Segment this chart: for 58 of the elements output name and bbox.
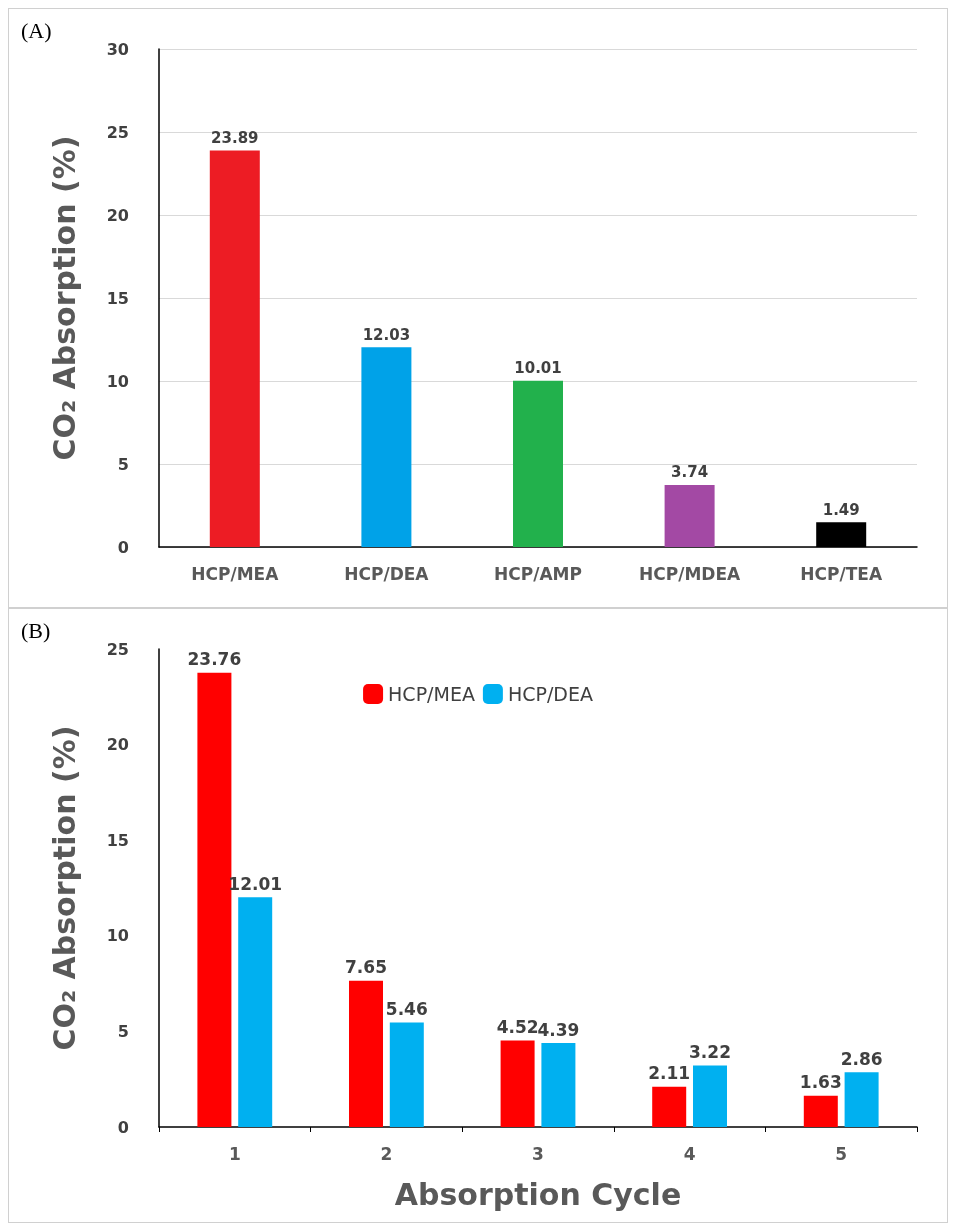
y-tick-label: 30 [106, 39, 129, 59]
text: (B) [21, 617, 51, 643]
data-label: 2.86 [840, 1048, 883, 1069]
x-tick-label: HCP/MDEA [639, 563, 742, 584]
y-axis-title: CO₂ Absorption (%) [46, 135, 82, 461]
text: (A) [21, 17, 52, 43]
y-tick-label: 20 [106, 205, 129, 225]
y-tick-label: 10 [106, 926, 129, 946]
bar [541, 1043, 576, 1127]
data-label: 1.63 [799, 1072, 842, 1093]
bar [693, 1065, 727, 1127]
y-tick-label: 25 [106, 122, 129, 142]
data-label: 2.11 [648, 1063, 691, 1084]
x-tick-label: 1 [228, 1143, 241, 1164]
data-label: 12.03 [362, 325, 411, 344]
x-tick-label: HCP/TEA [800, 563, 883, 584]
bar [652, 1086, 687, 1127]
data-label: 3.74 [671, 463, 709, 482]
y-tick-label: 5 [117, 454, 129, 474]
bar [209, 150, 260, 547]
bar [803, 1095, 838, 1127]
data-label: 10.01 [514, 359, 562, 378]
legend-label: HCP/MEA [388, 683, 475, 705]
bar [844, 1072, 879, 1127]
bar [500, 1040, 535, 1127]
y-tick-label: 10 [106, 371, 129, 391]
x-tick-label: 4 [683, 1143, 696, 1164]
x-tick-label: HCP/AMP [494, 563, 582, 584]
data-label: 5.46 [385, 999, 428, 1020]
x-tick-label: 2 [380, 1143, 393, 1164]
x-axis-title: Absorption Cycle [394, 1176, 682, 1212]
y-tick-label: 0 [117, 537, 129, 557]
y-tick-label: 5 [117, 1021, 129, 1041]
data-label: 23.89 [211, 128, 259, 147]
y-tick-label: 20 [106, 735, 129, 755]
x-tick-label: 3 [532, 1143, 544, 1164]
y-tick-label: 15 [106, 288, 129, 308]
y-axis-title: CO₂ Absorption (%) [46, 725, 82, 1051]
bar [238, 897, 273, 1127]
x-tick-label: HCP/DEA [344, 563, 430, 584]
y-tick-label: 25 [106, 639, 129, 659]
data-label: 3.22 [689, 1041, 731, 1062]
data-label: 1.49 [822, 500, 860, 519]
data-label: 4.52 [496, 1017, 539, 1038]
x-tick-label: 5 [835, 1143, 848, 1164]
data-label: 4.39 [537, 1019, 580, 1040]
data-label: 7.65 [345, 957, 387, 978]
legend-label: HCP/DEA [507, 683, 593, 705]
bar [361, 347, 412, 547]
data-label: 23.76 [187, 649, 242, 670]
bar [349, 980, 383, 1127]
bar [664, 484, 715, 547]
bar [389, 1022, 424, 1127]
y-tick-label: 15 [106, 830, 129, 850]
y-tick-label: 0 [117, 1117, 129, 1137]
bar [197, 672, 232, 1127]
x-tick-label: HCP/MEA [191, 563, 280, 584]
bar [513, 380, 563, 547]
